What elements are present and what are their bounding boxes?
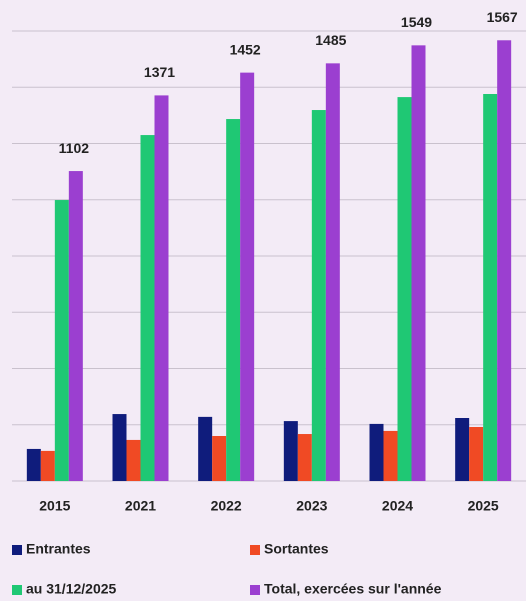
data-label: 1567 (487, 9, 518, 25)
x-tick-label: 2021 (125, 498, 156, 514)
x-tick-label: 2023 (296, 498, 327, 514)
bar (112, 414, 127, 481)
bar (483, 94, 498, 481)
bar (40, 450, 55, 481)
bar (226, 119, 241, 481)
data-label: 1102 (59, 140, 90, 156)
legend-label: Entrantes (26, 541, 91, 557)
data-label: 1452 (230, 41, 261, 57)
data-label: 1371 (144, 64, 175, 80)
x-tick-label: 2022 (211, 498, 242, 514)
x-tick-label: 2024 (382, 498, 413, 514)
legend-swatch (250, 545, 260, 555)
bar (311, 110, 326, 481)
bar (397, 97, 412, 481)
data-label: 1485 (315, 32, 346, 48)
bar (297, 434, 312, 481)
bar (26, 448, 41, 481)
bar (240, 72, 255, 481)
legend-swatch (12, 585, 22, 595)
bar (369, 423, 384, 481)
legend-label: au 31/12/2025 (26, 581, 117, 597)
bar (411, 45, 426, 481)
bar (383, 430, 398, 481)
bar (126, 439, 141, 481)
bar (283, 421, 298, 481)
legend-swatch (250, 585, 260, 595)
bar (154, 95, 169, 481)
data-label: 1549 (401, 14, 432, 30)
legend-swatch (12, 545, 22, 555)
bar (140, 135, 155, 481)
bar (497, 40, 512, 481)
bar (198, 416, 213, 481)
bar (325, 63, 340, 481)
x-tick-label: 2025 (468, 498, 499, 514)
bar (54, 200, 69, 481)
bar (469, 427, 484, 481)
bar (68, 171, 83, 481)
bar (212, 436, 227, 481)
legend-label: Total, exercées sur l'année (264, 581, 442, 597)
bar (455, 418, 470, 481)
x-tick-label: 2015 (39, 498, 70, 514)
legend-label: Sortantes (264, 541, 329, 557)
